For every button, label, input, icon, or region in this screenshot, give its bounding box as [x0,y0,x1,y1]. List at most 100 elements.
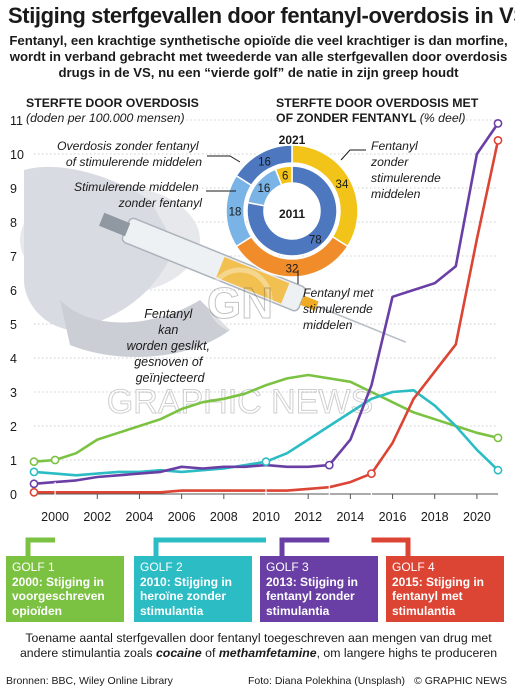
wave-connector [279,537,330,556]
y-tick-label: 0 [10,488,17,502]
x-tick-label: 2002 [83,510,111,524]
y-tick-label: 4 [10,352,17,366]
arrow-fentanyl-only [340,149,366,161]
y-tick-label: 5 [10,318,17,332]
y-tick-label: 6 [10,284,17,298]
line-chart-title: STERFTE DOOR OVERDOSIS [26,96,199,110]
chart-grid [34,119,498,495]
series-point [493,433,503,443]
wave-box: GOLF 1 2000: Stijging in voorgeschreven o… [6,556,124,622]
series-point [493,465,503,475]
series-point [367,469,376,478]
wave-connector [371,537,411,556]
syringe-plunger [99,212,131,237]
page-subtitle: Fentanyl, een krachtige synthetische opi… [9,33,508,80]
donut-value-label: 34 [336,179,349,191]
y-axis-ticks: 0 1 2 3 4 5 6 7 8 9 10 11 [10,114,24,502]
series-line [33,388,499,477]
series-point [324,460,334,470]
wave-box: GOLF 2 2010: Stijging in heroïne zonder s… [134,556,252,622]
glove-fingers-shape [60,300,230,357]
wave-title: GOLF 2 [140,560,183,574]
donut-value-label: 32 [286,264,299,276]
x-tick-label: 2016 [379,510,407,524]
x-tick-label: 2010 [252,510,280,524]
pie-chart-heading: STERFTE DOOR OVERDOSIS MET OF ZONDER FEN… [276,96,478,126]
y-tick-label: 2 [10,420,17,434]
x-tick-label: 2014 [336,510,364,524]
donut-slice [235,235,349,278]
copyright: © GRAPHIC NEWS [414,675,507,687]
syringe-needle [316,305,407,343]
series-line [33,122,500,486]
donut-value-label: 16 [257,183,270,195]
x-tick-label: 2020 [463,510,491,524]
series-line [34,140,500,494]
pie-heading-unit: (% deel) [419,111,466,125]
pie-heading-line-1: STERFTE DOOR OVERDOSIS MET [276,96,479,110]
gloved-hand-shape [24,166,175,330]
page-title: Stijging sterfgevallen door fentanyl-ove… [8,3,515,28]
x-tick-label: 2006 [168,510,196,524]
donut-value-label: 6 [282,171,288,183]
donut-value-label: 78 [309,235,322,247]
y-tick-label: 1 [10,454,17,468]
wave-box: GOLF 4 2015: Stijging in fentanyl met sti… [386,556,504,622]
donut-outer-year: 2021 [279,133,306,147]
photo-caption: Fentanyl kan worden geslikt, gesnoven of… [127,307,214,385]
watermark: GN GRAPHIC NEWS [106,267,374,422]
chart-series [33,122,500,494]
photo-credit: Foto: Diana Polekhina (Unsplash) [248,675,405,687]
syringe-liquid [216,256,290,304]
x-tick-label: 2008 [210,510,238,524]
annotation-stimulants-only: Stimulerende middelen zonder fentanyl [74,180,202,210]
wave-title: GOLF 1 [12,560,55,574]
wave-description: 2000: Stijging in voorgeschreven opioïde… [12,574,105,618]
donut-slice [235,144,293,187]
wave-title: GOLF 4 [392,560,435,574]
series-point [493,135,503,145]
pie-heading-line-2: OF ZONDER FENTANYL [276,111,417,125]
wave-description: 2015: Stijging in fentanyl met stimulant… [392,574,485,618]
annotation-fentanyl-with-stimulants: Fentanyl met stimulerende middelen [303,286,377,332]
watermark-circle [207,267,273,333]
wave-description: 2010: Stijging in heroïne zonder stimula… [140,574,233,618]
wave-description: 2013: Stijging in fentanyl zonder stimul… [266,574,359,618]
series-point [29,467,39,477]
series-point [29,457,39,467]
donut-slice [246,165,338,257]
footnote-meth: methamfetamine [218,646,317,660]
annotation-arrows [206,149,366,284]
arrow-no-fentanyl [207,155,241,163]
x-axis-ticks: 2000 2002 2004 2006 2008 2010 2012 2014 2016 2018… [41,494,491,524]
series-point [50,455,60,465]
series-line [33,373,499,463]
footnote-text-2: of [201,646,219,660]
wave-box: GOLF 3 2013: Stijging in fentanyl zonder … [260,556,378,622]
donut-value-label: 16 [258,157,271,169]
donut-inner-year: 2011 [279,207,305,221]
line-chart-heading: STERFTE DOOR OVERDOSIS (doden per 100.00… [26,96,199,126]
syringe-barrel [121,217,307,312]
syringe-shape [99,212,407,343]
y-tick-label: 11 [10,114,23,128]
footnote: Toename aantal sterfgevallen door fentan… [6,631,511,661]
footnote-text-3: , om langere highs te produceren [316,646,498,660]
wave-connector-lines [25,482,411,556]
sources: Bronnen: BBC, Wiley Online Library [6,675,173,687]
donut-slice [225,174,253,248]
wave-connector [153,537,266,556]
y-tick-label: 8 [10,216,17,230]
donut-slice [291,144,359,248]
y-tick-label: 9 [10,182,17,196]
y-tick-label: 7 [10,250,17,264]
y-tick-label: 3 [10,386,17,400]
watermark-text: GRAPHIC NEWS [107,383,373,421]
line-chart-unit: (doden per 100.000 mensen) [26,111,185,125]
donut-hole [265,184,319,238]
donut-slice [246,168,283,207]
y-tick-label: 10 [10,148,24,162]
donut-slice [274,165,293,186]
x-tick-label: 2018 [421,510,449,524]
series-point [261,457,271,467]
